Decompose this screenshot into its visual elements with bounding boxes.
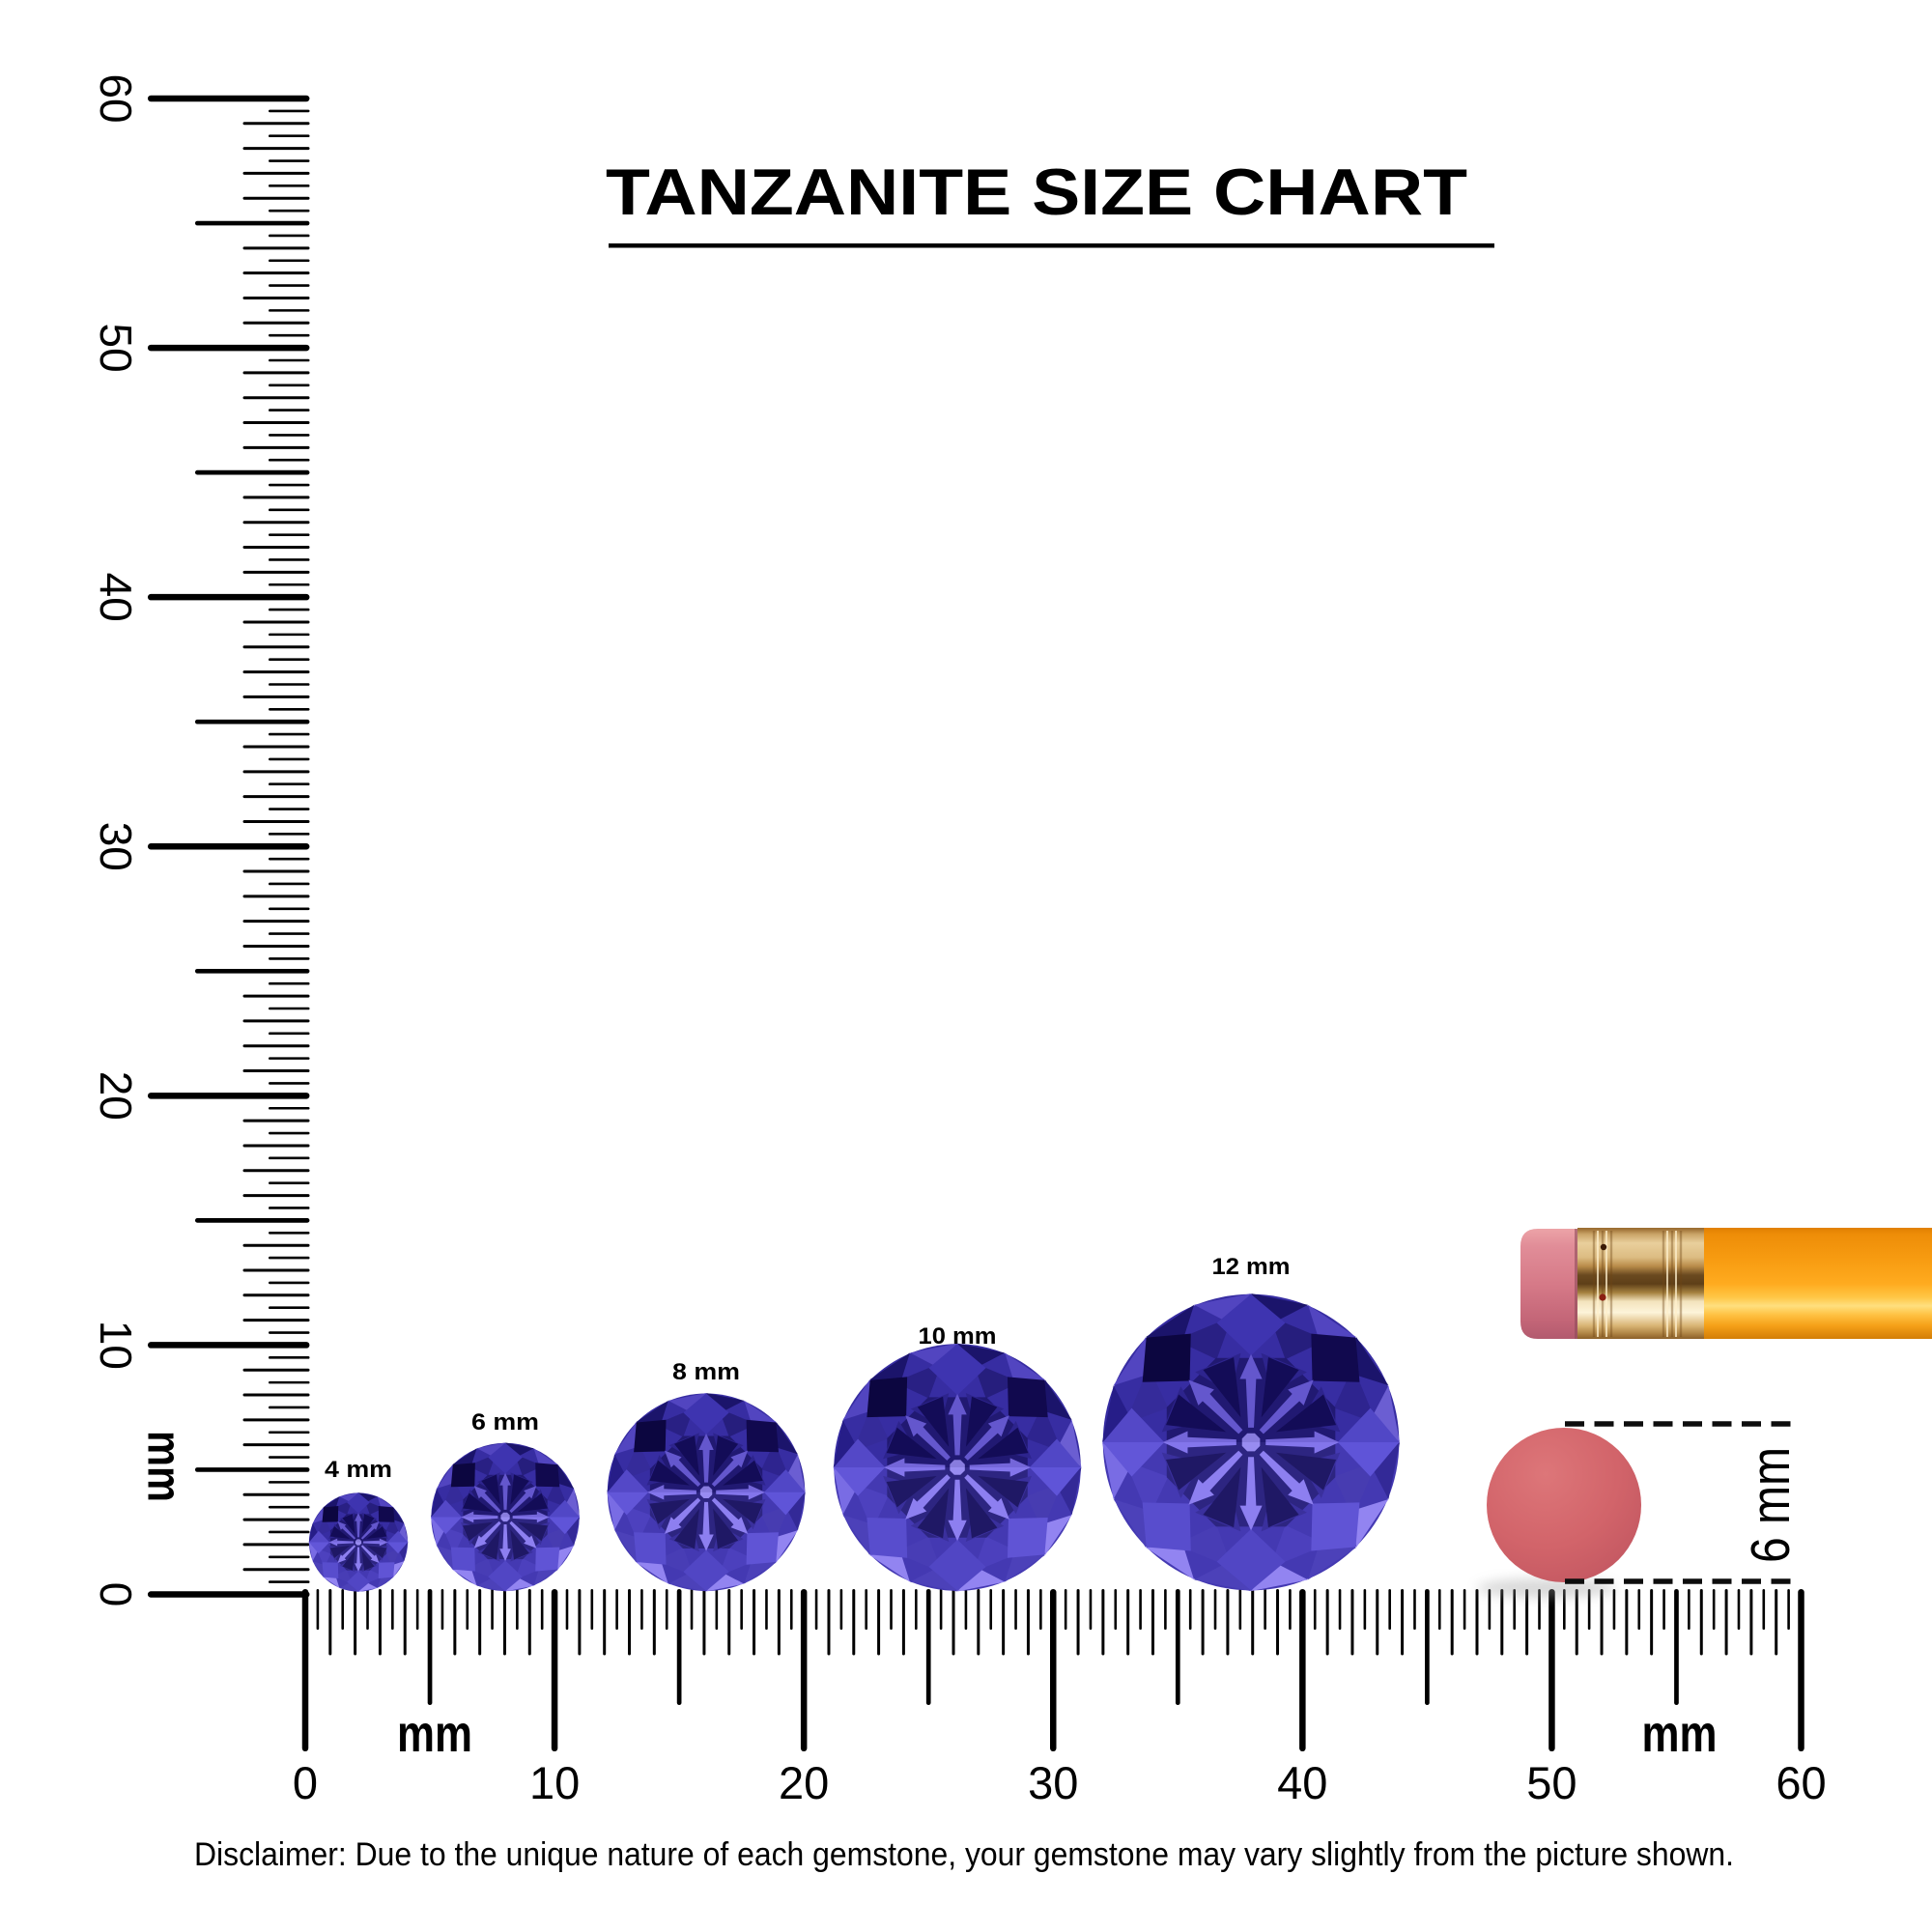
svg-text:6 mm: 6 mm (1740, 1447, 1802, 1563)
svg-text:6 mm: 6 mm (471, 1409, 539, 1435)
svg-text:0: 0 (91, 1582, 141, 1607)
svg-text:60: 60 (91, 73, 141, 123)
svg-text:TANZANITE SIZE CHART: TANZANITE SIZE CHART (606, 156, 1467, 229)
svg-text:60: 60 (1776, 1757, 1826, 1808)
svg-text:10 mm: 10 mm (919, 1323, 997, 1350)
svg-text:mm: mm (138, 1431, 190, 1502)
svg-text:20: 20 (779, 1757, 829, 1808)
svg-text:50: 50 (1526, 1757, 1577, 1808)
svg-text:20: 20 (91, 1071, 141, 1121)
svg-text:0: 0 (293, 1757, 318, 1808)
svg-text:mm: mm (1642, 1705, 1718, 1763)
svg-text:30: 30 (1028, 1757, 1078, 1808)
svg-text:40: 40 (91, 573, 141, 622)
svg-text:4 mm: 4 mm (325, 1457, 392, 1483)
svg-text:12 mm: 12 mm (1212, 1254, 1291, 1280)
svg-text:mm: mm (397, 1705, 472, 1763)
svg-text:8 mm: 8 mm (672, 1359, 740, 1385)
svg-text:Disclaimer: Due to the unique: Disclaimer: Due to the unique nature of … (194, 1836, 1734, 1873)
svg-text:50: 50 (91, 324, 141, 373)
svg-text:30: 30 (91, 822, 141, 871)
svg-text:40: 40 (1277, 1757, 1327, 1808)
svg-text:10: 10 (91, 1321, 141, 1370)
svg-text:10: 10 (529, 1757, 580, 1808)
